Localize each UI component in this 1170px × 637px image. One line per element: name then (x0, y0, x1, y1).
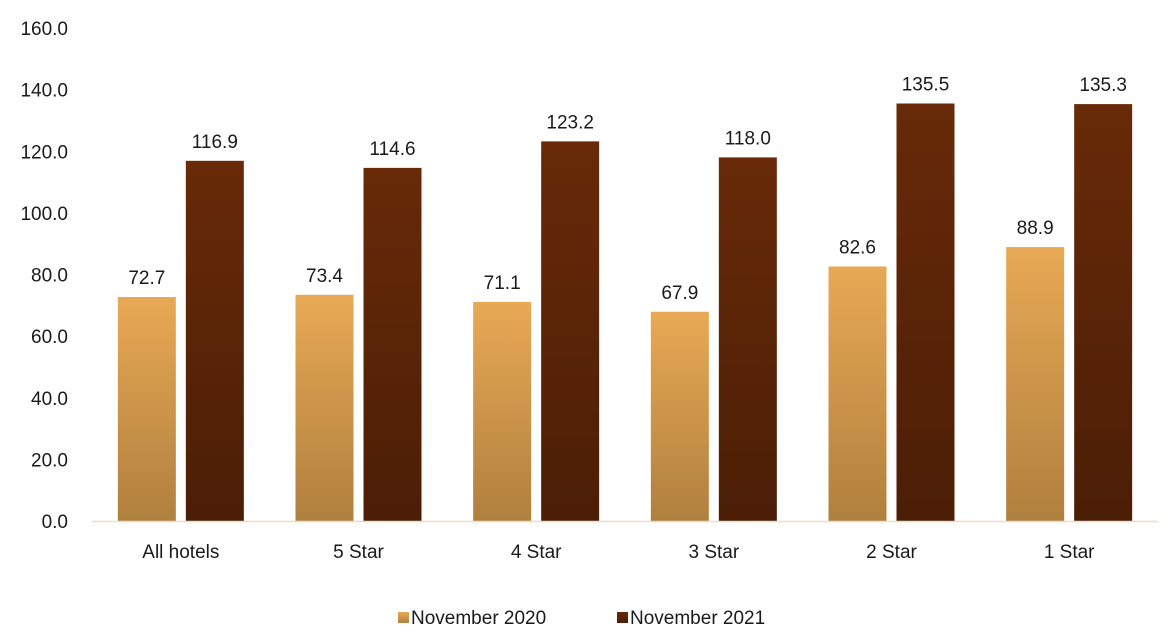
data-label-nov-2020-3: 67.9 (661, 283, 698, 304)
data-label-nov-2020-5: 88.9 (1017, 218, 1054, 239)
bar-nov-2020-5 (1006, 247, 1065, 521)
bar-nov-2020-0 (117, 296, 176, 521)
data-label-nov-2021-5: 135.3 (1079, 75, 1127, 96)
bar-nov-2021-1 (363, 167, 422, 522)
data-labels-group: 72.7 116.9 73.4 114.6 71.1 123.2 67.9 118.0 82.6… (128, 74, 1127, 303)
legend-swatch-nov-2021 (617, 612, 628, 623)
data-label-nov-2020-1: 73.4 (306, 266, 343, 287)
bar-nov-2020-2 (473, 301, 532, 521)
bar-nov-2020-1 (295, 294, 354, 521)
legend-swatch-nov-2020 (398, 612, 409, 623)
bar-nov-2021-2 (541, 141, 600, 521)
data-label-nov-2021-0: 116.9 (192, 132, 238, 153)
y-tick-label-7: 140.0 (20, 81, 68, 102)
data-label-nov-2021-1: 114.6 (369, 139, 415, 160)
legend: November 2020 November 2021 (398, 608, 765, 629)
x-axis: All hotels 5 Star 4 Star 3 Star 2 Star 1 Star (142, 542, 1095, 563)
bar-nov-2021-5 (1074, 104, 1133, 521)
data-label-nov-2021-3: 118.0 (725, 128, 771, 149)
bar-nov-2020-4 (828, 266, 887, 521)
y-tick-label-4: 80.0 (31, 266, 68, 287)
y-tick-label-0: 0.0 (42, 512, 68, 533)
data-label-nov-2021-4: 135.5 (902, 74, 950, 95)
bar-nov-2021-4 (896, 103, 955, 521)
x-category-label-0: All hotels (142, 542, 219, 563)
bar-nov-2021-3 (718, 157, 777, 521)
legend-label-nov-2020: November 2020 (411, 608, 546, 629)
bar-nov-2020-3 (650, 311, 709, 521)
data-label-nov-2020-0: 72.7 (128, 268, 165, 289)
y-tick-label-6: 120.0 (20, 142, 68, 163)
x-category-label-2: 4 Star (511, 542, 562, 563)
x-category-label-1: 5 Star (333, 542, 384, 563)
data-label-nov-2020-2: 71.1 (484, 273, 521, 294)
x-category-label-3: 3 Star (688, 542, 739, 563)
y-tick-label-1: 20.0 (31, 450, 68, 471)
legend-label-nov-2021: November 2021 (630, 608, 765, 629)
bar-nov-2021-0 (185, 160, 244, 521)
data-label-nov-2021-2: 123.2 (546, 112, 594, 133)
x-category-label-5: 1 Star (1044, 542, 1095, 563)
y-tick-label-3: 60.0 (31, 327, 68, 348)
x-category-label-4: 2 Star (866, 542, 917, 563)
y-axis: 0.0 20.0 40.0 60.0 80.0 100.0 120.0 140.0 160.0 (20, 19, 68, 533)
y-tick-label-8: 160.0 (20, 19, 68, 40)
y-tick-label-2: 40.0 (31, 389, 68, 410)
bars-group (117, 103, 1133, 522)
data-label-nov-2020-4: 82.6 (839, 237, 876, 258)
y-tick-label-5: 100.0 (20, 204, 68, 225)
